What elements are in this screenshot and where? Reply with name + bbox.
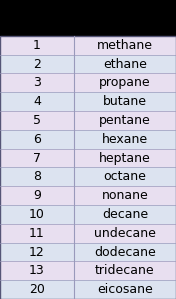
Text: undecane: undecane [94,227,156,240]
Text: nonane: nonane [102,189,148,202]
Text: pentane: pentane [99,114,151,127]
FancyBboxPatch shape [0,280,176,299]
Text: 7: 7 [33,152,41,164]
FancyBboxPatch shape [0,186,176,205]
Text: butane: butane [103,95,147,108]
Text: 2: 2 [33,58,41,71]
FancyBboxPatch shape [0,92,176,111]
FancyBboxPatch shape [0,130,176,149]
Text: dodecane: dodecane [94,245,156,259]
Text: 12: 12 [29,245,45,259]
FancyBboxPatch shape [0,36,176,55]
Text: 3: 3 [33,76,41,89]
Text: ethane: ethane [103,58,147,71]
Text: heptane: heptane [99,152,151,164]
FancyBboxPatch shape [0,74,176,92]
FancyBboxPatch shape [0,261,176,280]
Text: hexane: hexane [102,133,148,146]
Text: octane: octane [103,170,146,183]
FancyBboxPatch shape [0,167,176,186]
Text: decane: decane [102,208,148,221]
Text: methane: methane [97,39,153,52]
Text: 5: 5 [33,114,41,127]
FancyBboxPatch shape [0,149,176,167]
FancyBboxPatch shape [0,55,176,74]
Text: 1: 1 [33,39,41,52]
FancyBboxPatch shape [0,111,176,130]
Text: 6: 6 [33,133,41,146]
Text: 10: 10 [29,208,45,221]
FancyBboxPatch shape [0,242,176,261]
Text: 8: 8 [33,170,41,183]
Text: eicosane: eicosane [97,283,153,296]
Text: propane: propane [99,76,151,89]
FancyBboxPatch shape [0,205,176,224]
Text: 9: 9 [33,189,41,202]
Text: 13: 13 [29,264,45,277]
Text: tridecane: tridecane [95,264,155,277]
Text: 4: 4 [33,95,41,108]
Text: 20: 20 [29,283,45,296]
Text: 11: 11 [29,227,45,240]
FancyBboxPatch shape [0,224,176,242]
